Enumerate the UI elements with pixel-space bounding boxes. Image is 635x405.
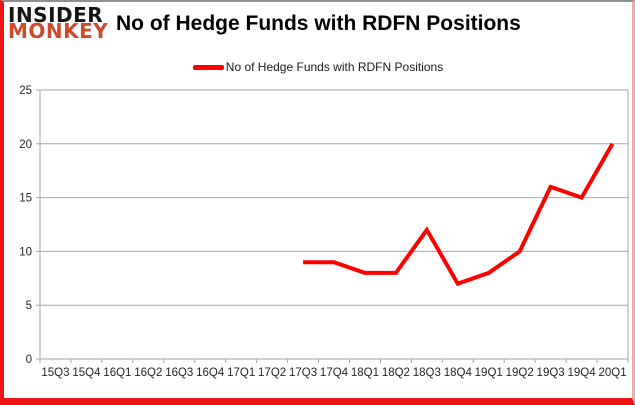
svg-text:16Q2: 16Q2 — [134, 367, 162, 379]
svg-text:15Q4: 15Q4 — [72, 367, 101, 379]
svg-text:17Q4: 17Q4 — [320, 367, 349, 379]
svg-text:15Q3: 15Q3 — [41, 367, 69, 379]
svg-text:19Q2: 19Q2 — [506, 367, 534, 379]
legend-line-icon — [192, 64, 224, 70]
svg-text:18Q1: 18Q1 — [351, 367, 379, 379]
svg-text:16Q4: 16Q4 — [196, 367, 225, 379]
svg-text:18Q2: 18Q2 — [382, 367, 410, 379]
chart-legend: No of Hedge Funds with RDFN Positions — [4, 60, 632, 74]
svg-text:16Q3: 16Q3 — [165, 367, 193, 379]
chart-title: No of Hedge Funds with RDFN Positions — [116, 12, 521, 35]
insider-monkey-logo: INSIDER MONKEY — [8, 3, 109, 44]
svg-text:20Q1: 20Q1 — [598, 367, 626, 379]
svg-text:20: 20 — [19, 139, 32, 151]
svg-text:16Q1: 16Q1 — [103, 367, 131, 379]
svg-text:5: 5 — [26, 300, 32, 312]
svg-text:17Q2: 17Q2 — [258, 367, 286, 379]
svg-text:18Q3: 18Q3 — [413, 367, 441, 379]
svg-text:18Q4: 18Q4 — [444, 367, 473, 379]
logo-line1: INSIDER — [8, 3, 104, 27]
svg-text:10: 10 — [19, 246, 32, 258]
svg-text:17Q1: 17Q1 — [227, 367, 255, 379]
svg-text:0: 0 — [26, 354, 32, 366]
svg-text:19Q4: 19Q4 — [568, 367, 597, 379]
svg-text:15: 15 — [19, 193, 32, 205]
svg-text:17Q3: 17Q3 — [289, 367, 317, 379]
svg-text:19Q3: 19Q3 — [537, 367, 565, 379]
logo-line2: MONKEY — [8, 19, 109, 44]
svg-text:19Q1: 19Q1 — [475, 367, 503, 379]
legend-label: No of Hedge Funds with RDFN Positions — [225, 60, 444, 74]
svg-text:25: 25 — [19, 85, 32, 97]
